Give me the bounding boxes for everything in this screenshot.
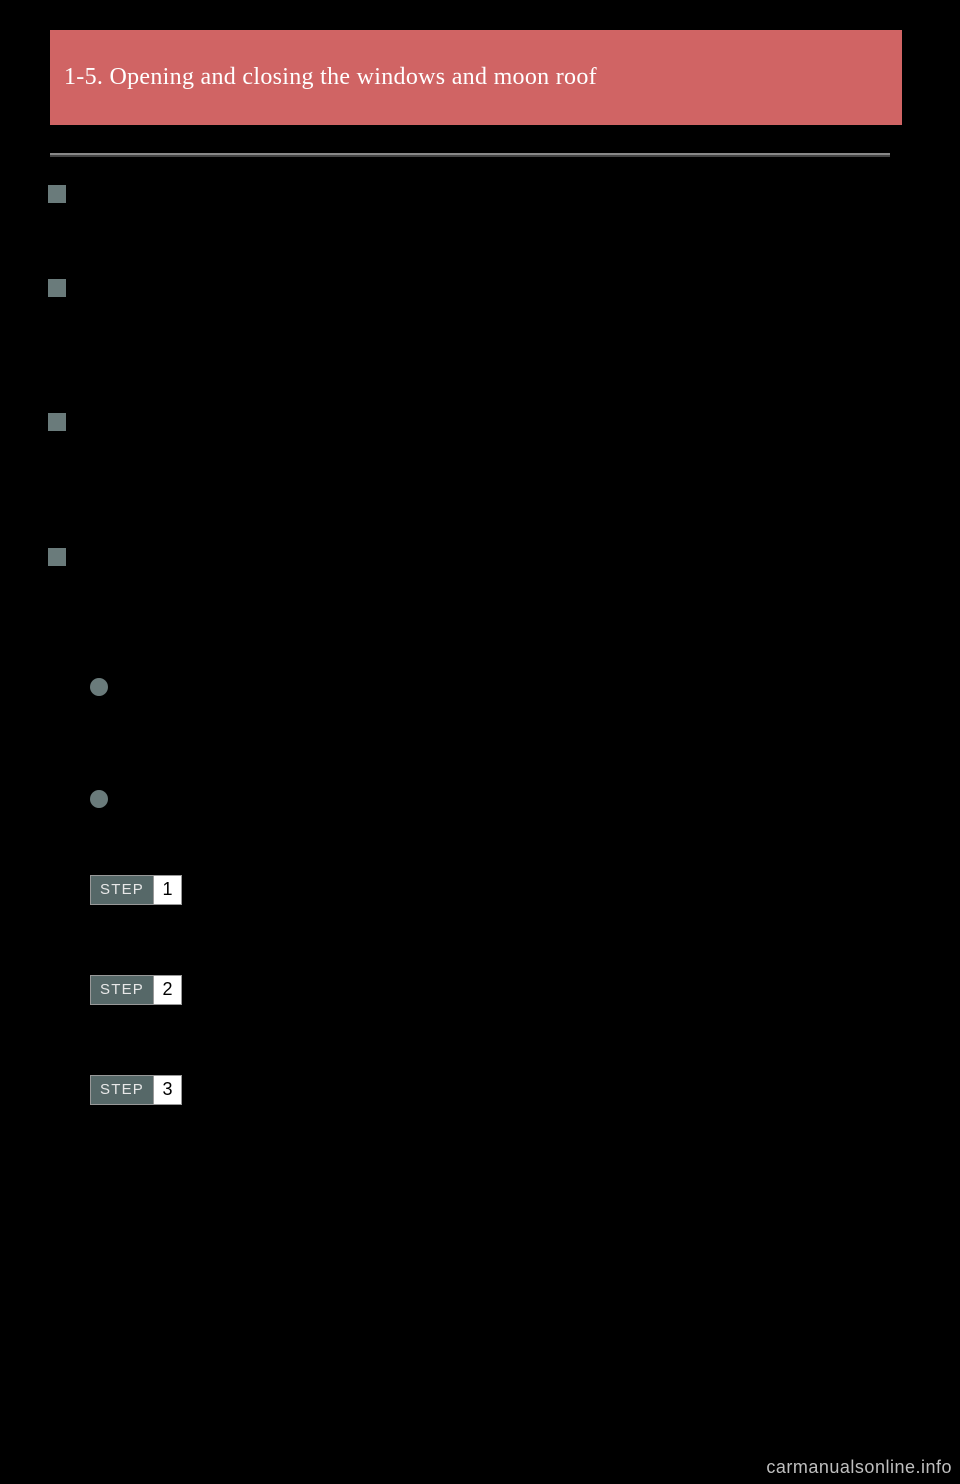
step-number: 1: [153, 876, 181, 904]
watermark-text: carmanualsonline.info: [766, 1457, 952, 1478]
bullet-row: After stopping the vehicle, the window c…: [0, 675, 960, 729]
step-row: STEP 2 Hold the power window switch in t…: [0, 975, 960, 1029]
step-label: STEP: [91, 1076, 153, 1104]
top-black-bar: [0, 0, 960, 30]
section-header-banner: 1-5. Opening and closing the windows and…: [50, 30, 902, 125]
divider-rule: [50, 153, 890, 157]
step-badge: STEP 2: [90, 975, 182, 1005]
step-badge: STEP 1: [90, 875, 182, 905]
step-badge: STEP 3: [90, 1075, 182, 1105]
step-row: STEP 1 Hold the power window switch in t…: [0, 875, 960, 929]
circle-bullet-icon: [90, 790, 108, 808]
step-number: 2: [153, 976, 181, 1004]
section-block: Jam protection function: [0, 409, 960, 432]
section-block: When the power window does not close nor…: [0, 544, 960, 567]
step-row: STEP 3 Hold the power window switch in t…: [0, 1075, 960, 1129]
step-label: STEP: [91, 876, 153, 904]
step-label: STEP: [91, 976, 153, 1004]
circle-bullet-icon: [90, 678, 108, 696]
section-block: The power windows can be operated when: [0, 181, 960, 204]
page-root: 1-5. Opening and closing the windows and…: [0, 0, 960, 1484]
section-block: Operating the power windows after turnin…: [0, 275, 960, 298]
square-marker-icon: [48, 548, 66, 566]
step-number: 3: [153, 1076, 181, 1104]
square-marker-icon: [48, 413, 66, 431]
section-header-text: 1-5. Opening and closing the windows and…: [64, 64, 597, 91]
square-marker-icon: [48, 279, 66, 297]
bullet-row: If the window still cannot be closed eve…: [0, 787, 960, 841]
square-marker-icon: [48, 185, 66, 203]
